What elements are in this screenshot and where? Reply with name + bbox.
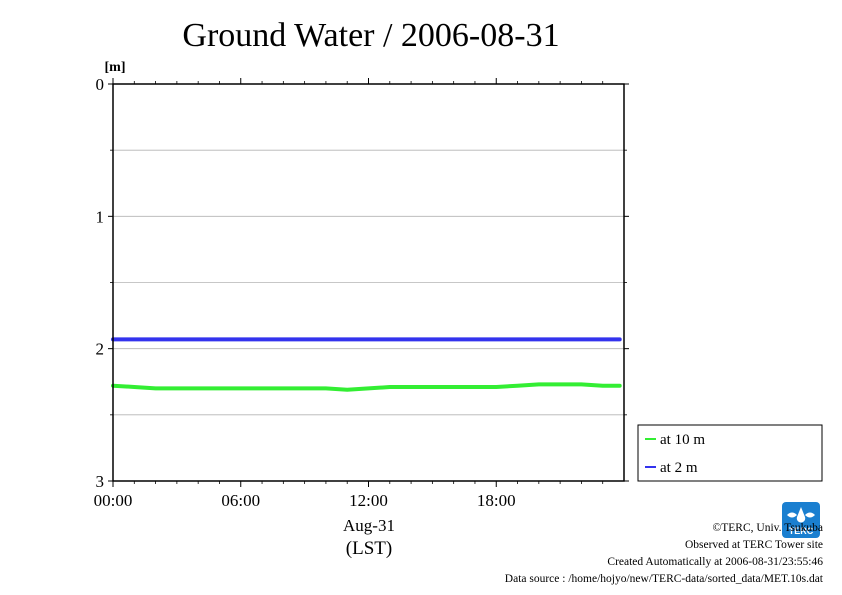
x-axis-date-label: Aug-31 <box>343 516 395 535</box>
legend-label-at-10m: at 10 m <box>660 432 705 448</box>
y-tick-label: 2 <box>96 340 105 359</box>
x-axis-timezone-label: (LST) <box>346 538 392 559</box>
legend-box <box>637 424 823 482</box>
credit-observed-site: Observed at TERC Tower site <box>684 539 823 551</box>
terc-logo-text: TERC <box>789 526 814 536</box>
credit-copyright: ©TERC, Univ. Tsukuba <box>712 522 823 534</box>
x-tick-label: 00:00 <box>94 491 133 510</box>
chart-title: Ground Water / 2006-08-31 <box>182 17 559 54</box>
series-lines <box>111 337 622 392</box>
x-tick-label: 18:00 <box>477 491 516 510</box>
series-line-at-10-m <box>111 382 622 392</box>
terc-logo-icon: TERC <box>782 502 820 538</box>
credit-created-timestamp: Created Automatically at 2006-08-31/23:5… <box>607 556 823 568</box>
x-tick-label: 12:00 <box>349 491 388 510</box>
y-tick-label: 0 <box>96 75 105 94</box>
x-tick-label: 06:00 <box>221 491 260 510</box>
legend-label-at-2m: at 2 m <box>660 460 698 476</box>
grid-lines <box>113 149 624 416</box>
y-axis-unit-label: [m] <box>105 60 126 75</box>
legend: at 10 m at 2 m <box>637 424 823 482</box>
y-tick-label: 1 <box>96 207 105 226</box>
axis-ticks: 0 1 2 300:00 06:00 12:00 18:00 <box>94 75 629 510</box>
y-tick-label: 3 <box>96 472 105 491</box>
credit-data-source: Data source : /home/hojyo/new/TERC-data/… <box>504 573 823 585</box>
